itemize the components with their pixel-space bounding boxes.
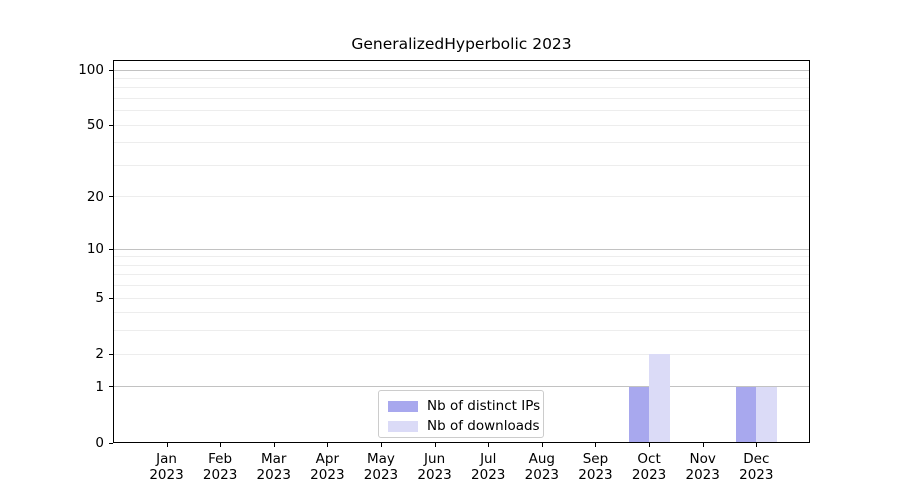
- x-tick-mark: [273, 443, 275, 447]
- x-tick-mark: [434, 443, 436, 447]
- x-tick-mark: [327, 443, 329, 447]
- x-axis-tick-label: Apr 2023: [295, 451, 359, 483]
- x-tick-mark: [595, 443, 597, 447]
- bar-distinct-ips: [735, 387, 757, 443]
- y-tick-mark: [109, 248, 113, 250]
- y-tick-mark: [109, 196, 113, 198]
- legend-label-distinct-ips: Nb of distinct IPs: [427, 398, 541, 414]
- x-tick-year: 2023: [739, 467, 774, 483]
- x-tick-month: Jun: [424, 451, 446, 467]
- y-tick-mark: [109, 124, 113, 126]
- x-tick-year: 2023: [310, 467, 345, 483]
- x-axis-tick-label: Feb 2023: [188, 451, 252, 483]
- x-axis-tick-label: Dec 2023: [724, 451, 788, 483]
- gridline-minor: [113, 312, 810, 314]
- x-tick-year: 2023: [256, 467, 291, 483]
- y-tick-mark: [109, 297, 113, 299]
- x-axis-tick-label: May 2023: [349, 451, 413, 483]
- legend-item-downloads: Nb of downloads: [388, 417, 540, 435]
- x-tick-year: 2023: [578, 467, 613, 483]
- y-tick-mark: [109, 386, 113, 388]
- chart-title: GeneralizedHyperbolic 2023: [351, 35, 572, 53]
- gridline-minor: [113, 330, 810, 332]
- gridline-minor: [113, 87, 810, 89]
- x-tick-mark: [649, 443, 651, 447]
- x-tick-mark: [702, 443, 704, 447]
- gridline-minor: [113, 196, 810, 198]
- x-tick-month: Sep: [582, 451, 609, 467]
- x-tick-year: 2023: [631, 467, 667, 483]
- x-tick-mark: [220, 443, 222, 447]
- legend-item-distinct-ips: Nb of distinct IPs: [388, 397, 540, 415]
- y-tick-mark: [109, 69, 113, 71]
- x-tick-month: Jan: [156, 451, 177, 467]
- gridline-minor: [113, 97, 810, 99]
- y-axis-tick-label: 0: [95, 435, 104, 451]
- gridline-minor: [113, 142, 810, 144]
- gridline-minor: [113, 164, 810, 166]
- x-tick-month: Apr: [315, 451, 340, 467]
- y-axis-tick-label: 1: [95, 378, 104, 395]
- legend-swatch-distinct-ips: [388, 400, 418, 412]
- x-tick-year: 2023: [471, 467, 506, 483]
- x-tick-month: Mar: [260, 451, 287, 467]
- y-tick-mark: [109, 353, 113, 355]
- bar-downloads: [756, 387, 777, 443]
- gridline-minor: [113, 264, 810, 266]
- x-tick-mark: [166, 443, 168, 447]
- x-axis-tick-label: Mar 2023: [242, 451, 306, 483]
- plot-area: [113, 60, 810, 443]
- gridline-major: [113, 386, 810, 388]
- gridline-minor: [113, 297, 810, 299]
- x-tick-year: 2023: [524, 467, 559, 483]
- x-axis-tick-label: Aug 2023: [510, 451, 574, 483]
- x-tick-month: May: [367, 451, 395, 467]
- gridline-minor: [113, 285, 810, 287]
- x-tick-year: 2023: [149, 467, 184, 483]
- y-axis-tick-label: 50: [86, 117, 104, 134]
- x-tick-month: Nov: [689, 451, 716, 467]
- x-tick-month: Jul: [480, 451, 497, 467]
- y-axis-tick-label: 10: [86, 241, 104, 258]
- x-axis-tick-label: Jan 2023: [135, 451, 199, 483]
- gridline-major: [113, 248, 810, 250]
- x-tick-year: 2023: [685, 467, 720, 483]
- x-tick-month: Dec: [743, 451, 770, 467]
- x-tick-mark: [380, 443, 382, 447]
- bar-downloads: [649, 354, 670, 443]
- legend-label-downloads: Nb of downloads: [427, 418, 540, 434]
- x-axis-tick-label: Nov 2023: [671, 451, 735, 483]
- gridline-minor: [113, 110, 810, 112]
- legend-swatch-downloads: [388, 420, 418, 432]
- y-axis-tick-label: 100: [78, 62, 104, 78]
- x-tick-year: 2023: [417, 467, 452, 483]
- x-tick-mark: [488, 443, 490, 447]
- x-tick-mark: [756, 443, 758, 447]
- x-tick-year: 2023: [202, 467, 238, 483]
- y-axis-tick-label: 20: [86, 188, 104, 205]
- x-axis-tick-label: Sep 2023: [563, 451, 627, 483]
- x-axis-tick-label: Jun 2023: [403, 451, 467, 483]
- gridline-minor: [113, 353, 810, 355]
- gridline-minor: [113, 274, 810, 276]
- y-axis-tick-label: 5: [95, 290, 104, 307]
- gridline-minor: [113, 124, 810, 126]
- gridline-minor: [113, 77, 810, 79]
- y-tick-mark: [109, 442, 113, 444]
- legend: Nb of distinct IPs Nb of downloads: [378, 390, 544, 438]
- x-tick-mark: [541, 443, 543, 447]
- bar-distinct-ips: [628, 387, 650, 443]
- x-axis-tick-label: Oct 2023: [617, 451, 681, 483]
- gridline-major: [113, 69, 810, 71]
- x-tick-month: Oct: [637, 451, 661, 467]
- gridline-minor: [113, 256, 810, 258]
- y-axis-tick-label: 2: [95, 346, 104, 363]
- x-axis-tick-label: Jul 2023: [456, 451, 520, 483]
- x-tick-month: Aug: [528, 451, 556, 467]
- x-tick-year: 2023: [363, 467, 399, 483]
- x-tick-month: Feb: [208, 451, 233, 467]
